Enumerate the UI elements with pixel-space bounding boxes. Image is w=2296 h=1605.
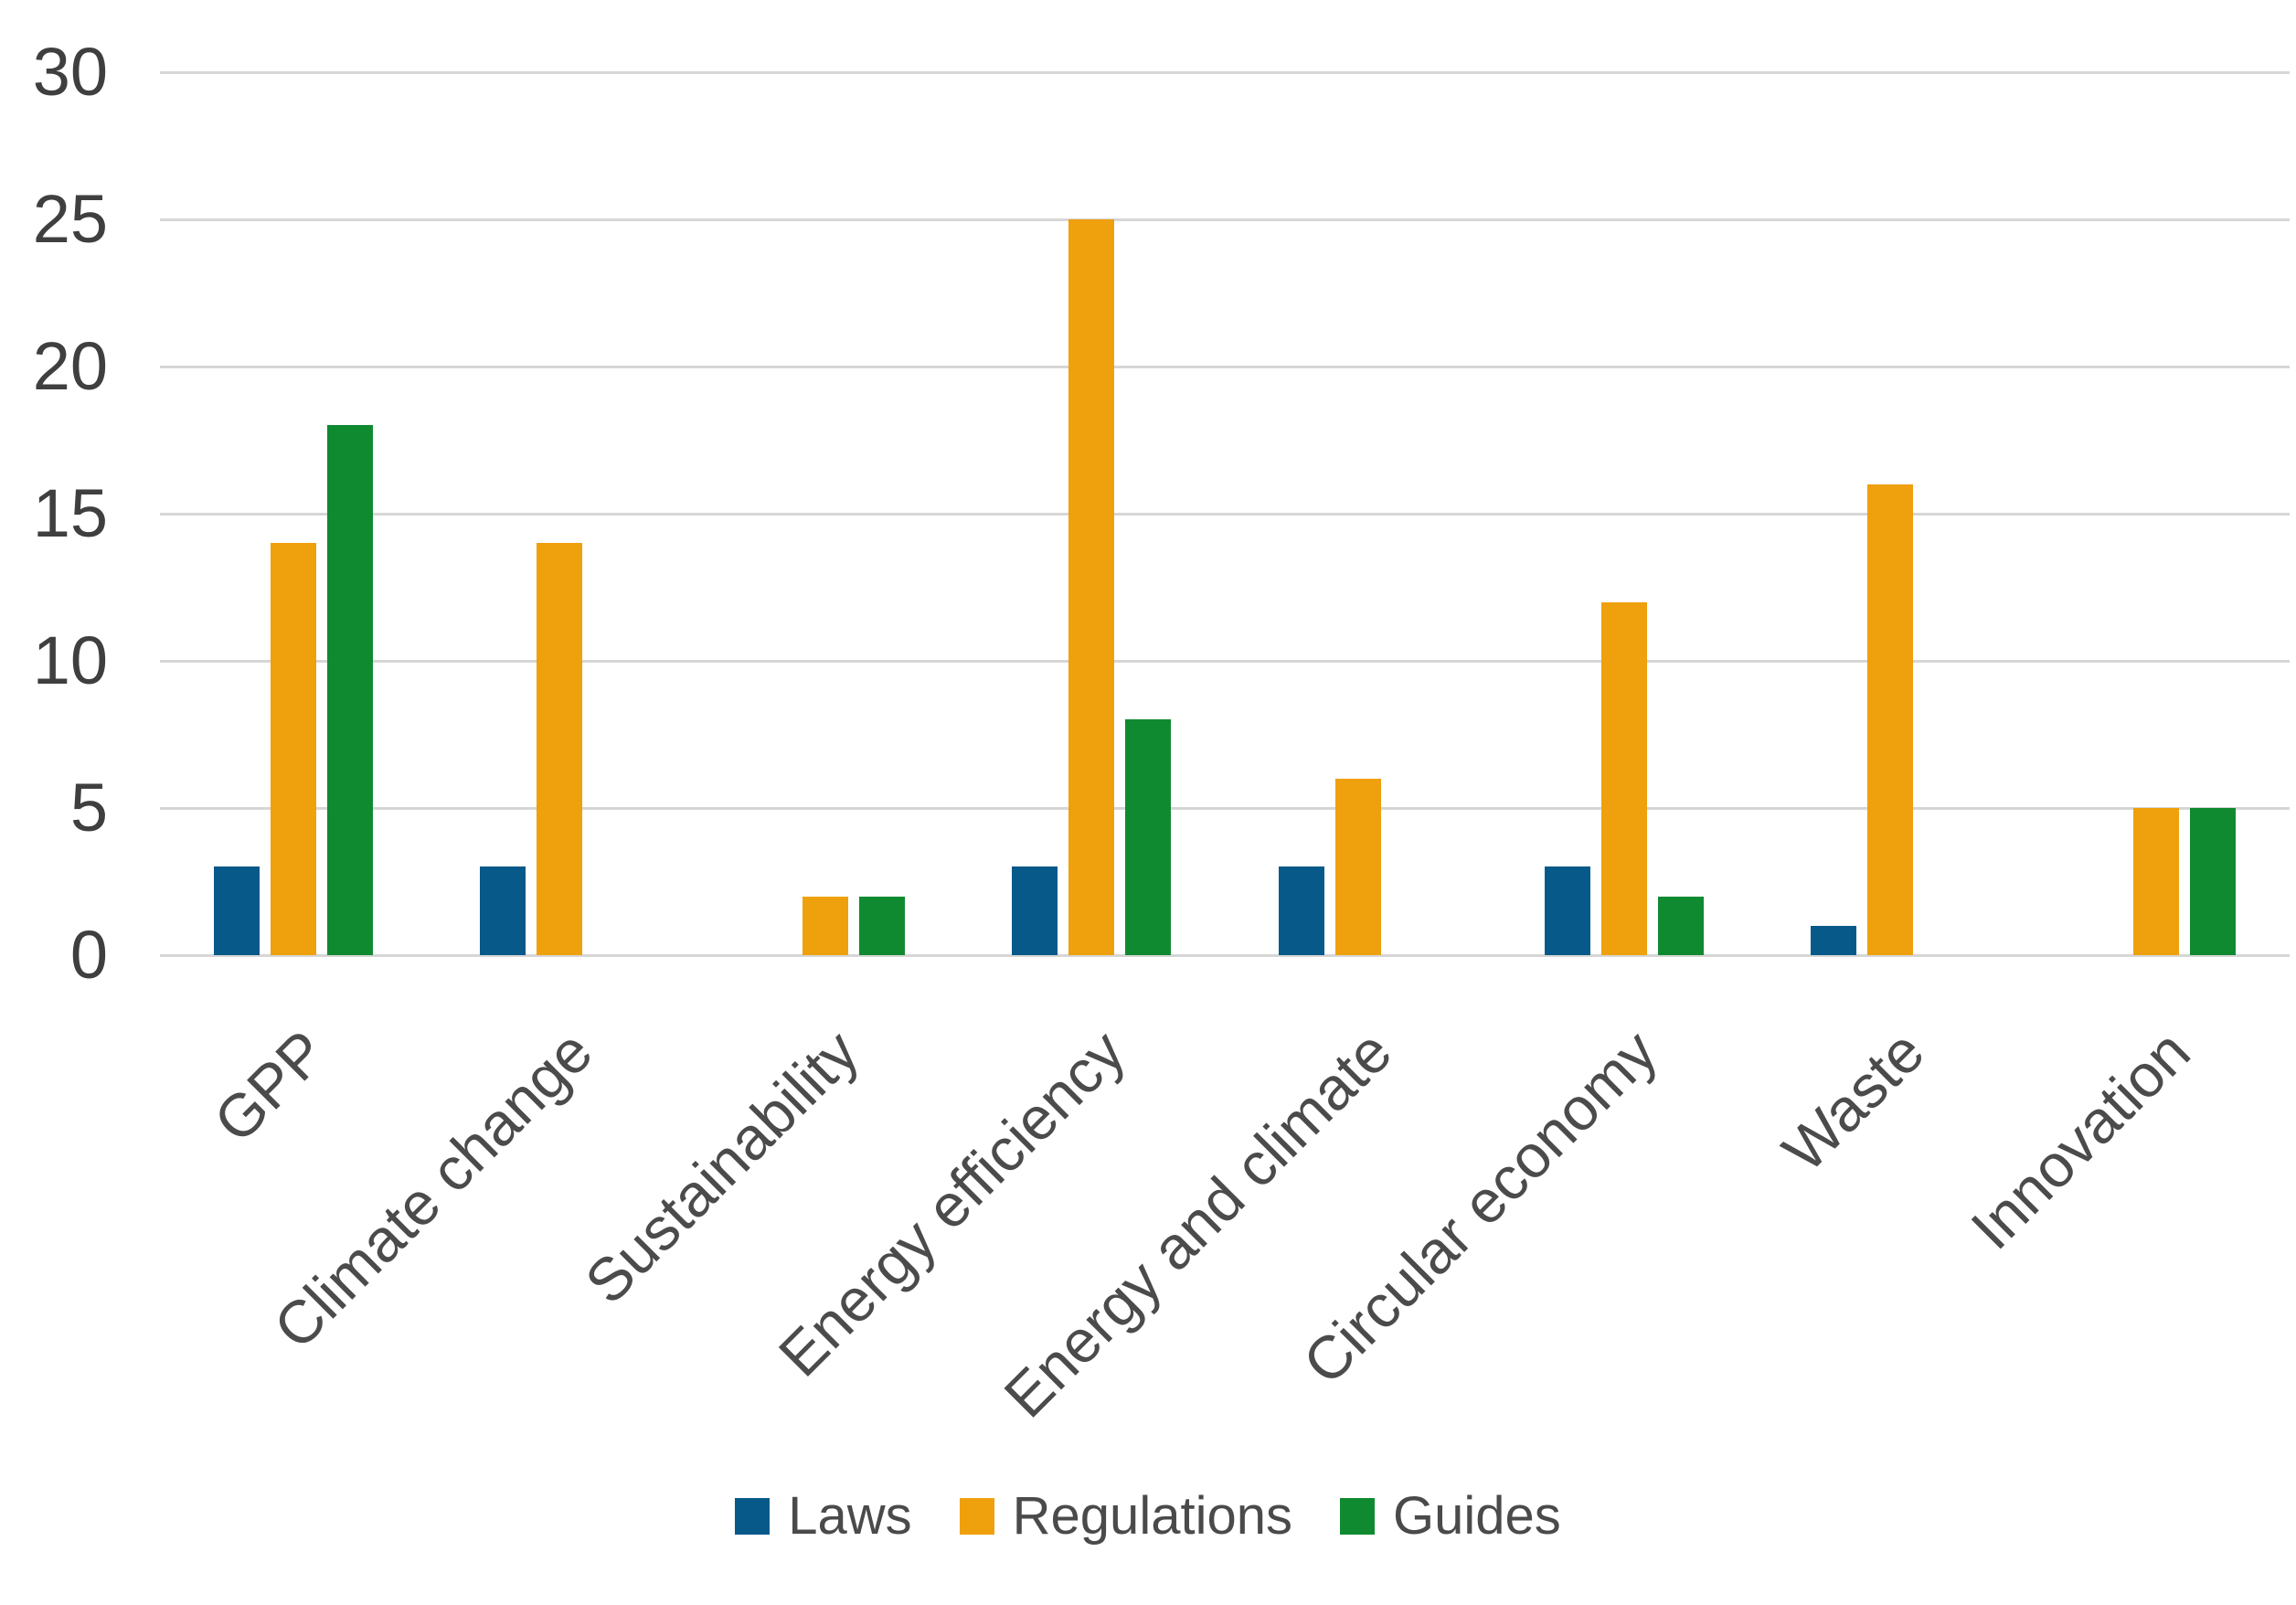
bar-guides-energy-efficiency xyxy=(1125,719,1172,955)
legend-label-guides: Guides xyxy=(1392,1486,1561,1546)
bar-laws-gpp xyxy=(213,866,260,955)
bar-laws-energy-efficiency xyxy=(1012,866,1058,955)
legend-item-regulations: Regulations xyxy=(959,1486,1292,1546)
y-tick-label-5: 5 xyxy=(69,770,108,845)
legend-swatch-laws xyxy=(735,1498,771,1535)
bar-guides-circular-economy xyxy=(1657,896,1704,955)
bar-regulations-energy-and-climate xyxy=(1334,778,1381,955)
gridline-y-0 xyxy=(160,953,2290,957)
gridline-y-15 xyxy=(160,512,2290,516)
bar-laws-climate-change xyxy=(479,866,526,955)
bar-laws-circular-economy xyxy=(1544,866,1590,955)
bar-guides-sustainability xyxy=(859,896,906,955)
legend: Laws Regulations Guides xyxy=(0,1490,2296,1543)
legend-label-regulations: Regulations xyxy=(1012,1486,1292,1546)
x-tick-label-waste: Waste xyxy=(1769,1016,1937,1185)
gridline-y-30 xyxy=(160,70,2290,74)
x-tick-label-innovation: Innovation xyxy=(1957,1016,2203,1262)
bar-regulations-waste xyxy=(1867,484,1914,955)
bar-regulations-sustainability xyxy=(803,896,849,955)
bar-regulations-circular-economy xyxy=(1600,601,1647,955)
legend-swatch-regulations xyxy=(959,1498,994,1535)
y-tick-label-0: 0 xyxy=(69,917,108,993)
x-tick-label-sustainability: Sustainability xyxy=(572,1016,872,1317)
y-tick-label-20: 20 xyxy=(32,328,108,404)
y-tick-label-30: 30 xyxy=(32,34,108,110)
legend-item-guides: Guides xyxy=(1339,1486,1561,1546)
bar-regulations-gpp xyxy=(270,543,316,955)
gridline-y-10 xyxy=(160,659,2290,663)
legend-swatch-guides xyxy=(1339,1498,1375,1535)
gridline-y-20 xyxy=(160,365,2290,368)
bar-regulations-energy-efficiency xyxy=(1068,219,1115,955)
y-tick-label-25: 25 xyxy=(32,181,108,257)
bar-guides-innovation xyxy=(2190,808,2237,955)
bar-laws-energy-and-climate xyxy=(1278,866,1324,955)
bar-laws-waste xyxy=(1811,925,1857,955)
bar-guides-gpp xyxy=(326,425,373,955)
legend-item-laws: Laws xyxy=(735,1486,912,1546)
plot-area xyxy=(160,70,2290,957)
y-tick-label-10: 10 xyxy=(32,622,108,698)
gridline-y-5 xyxy=(160,806,2290,810)
bar-regulations-innovation xyxy=(2133,808,2180,955)
bar-regulations-climate-change xyxy=(536,543,582,955)
legend-label-laws: Laws xyxy=(788,1486,912,1546)
y-tick-label-15: 15 xyxy=(32,475,108,551)
x-tick-label-gpp: GPP xyxy=(200,1016,339,1155)
gridline-y-25 xyxy=(160,218,2290,221)
